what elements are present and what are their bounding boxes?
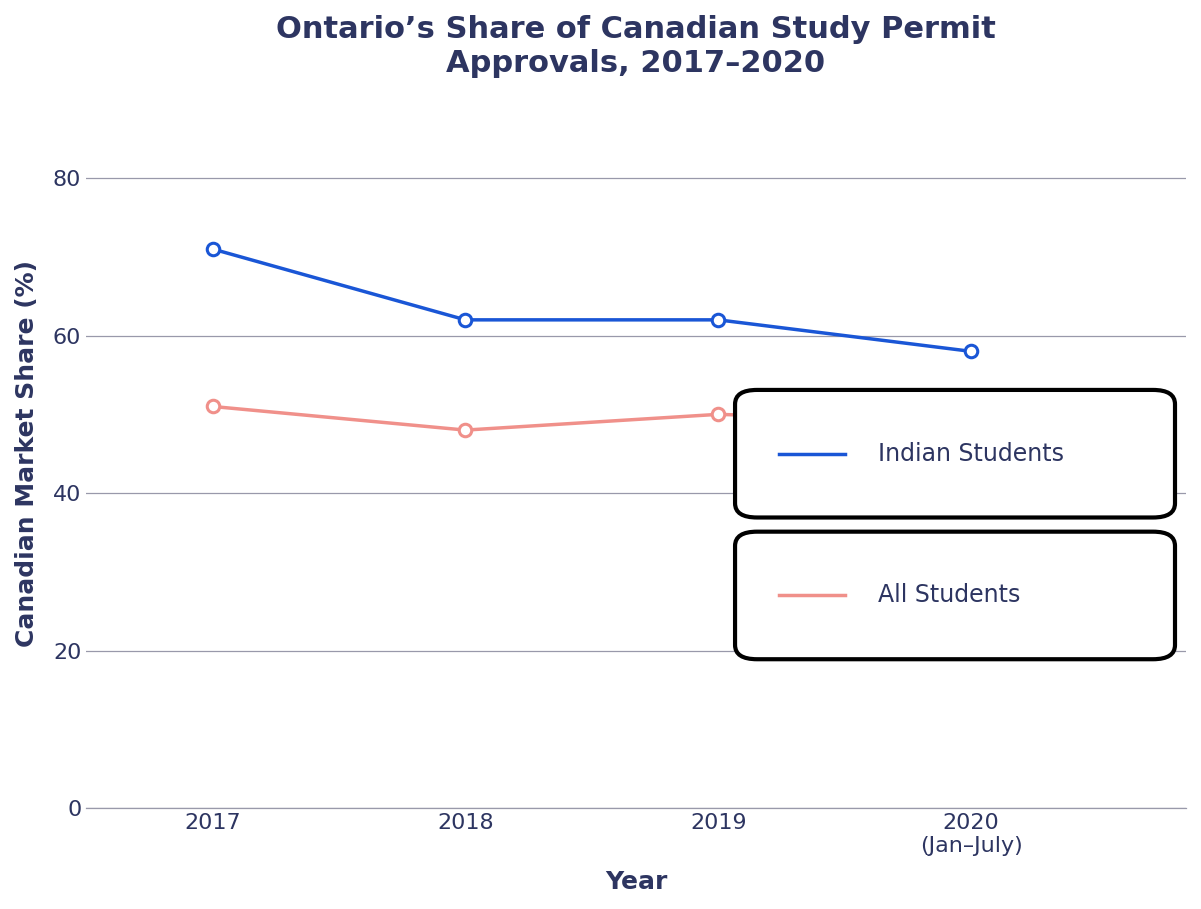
Text: All Students: All Students (878, 584, 1021, 607)
FancyBboxPatch shape (735, 532, 1175, 659)
Title: Ontario’s Share of Canadian Study Permit
Approvals, 2017–2020: Ontario’s Share of Canadian Study Permit… (276, 15, 996, 77)
X-axis label: Year: Year (605, 870, 668, 894)
Text: Indian Students: Indian Students (878, 442, 1064, 465)
Y-axis label: Canadian Market Share (%): Canadian Market Share (%) (14, 260, 38, 647)
FancyBboxPatch shape (735, 390, 1175, 517)
